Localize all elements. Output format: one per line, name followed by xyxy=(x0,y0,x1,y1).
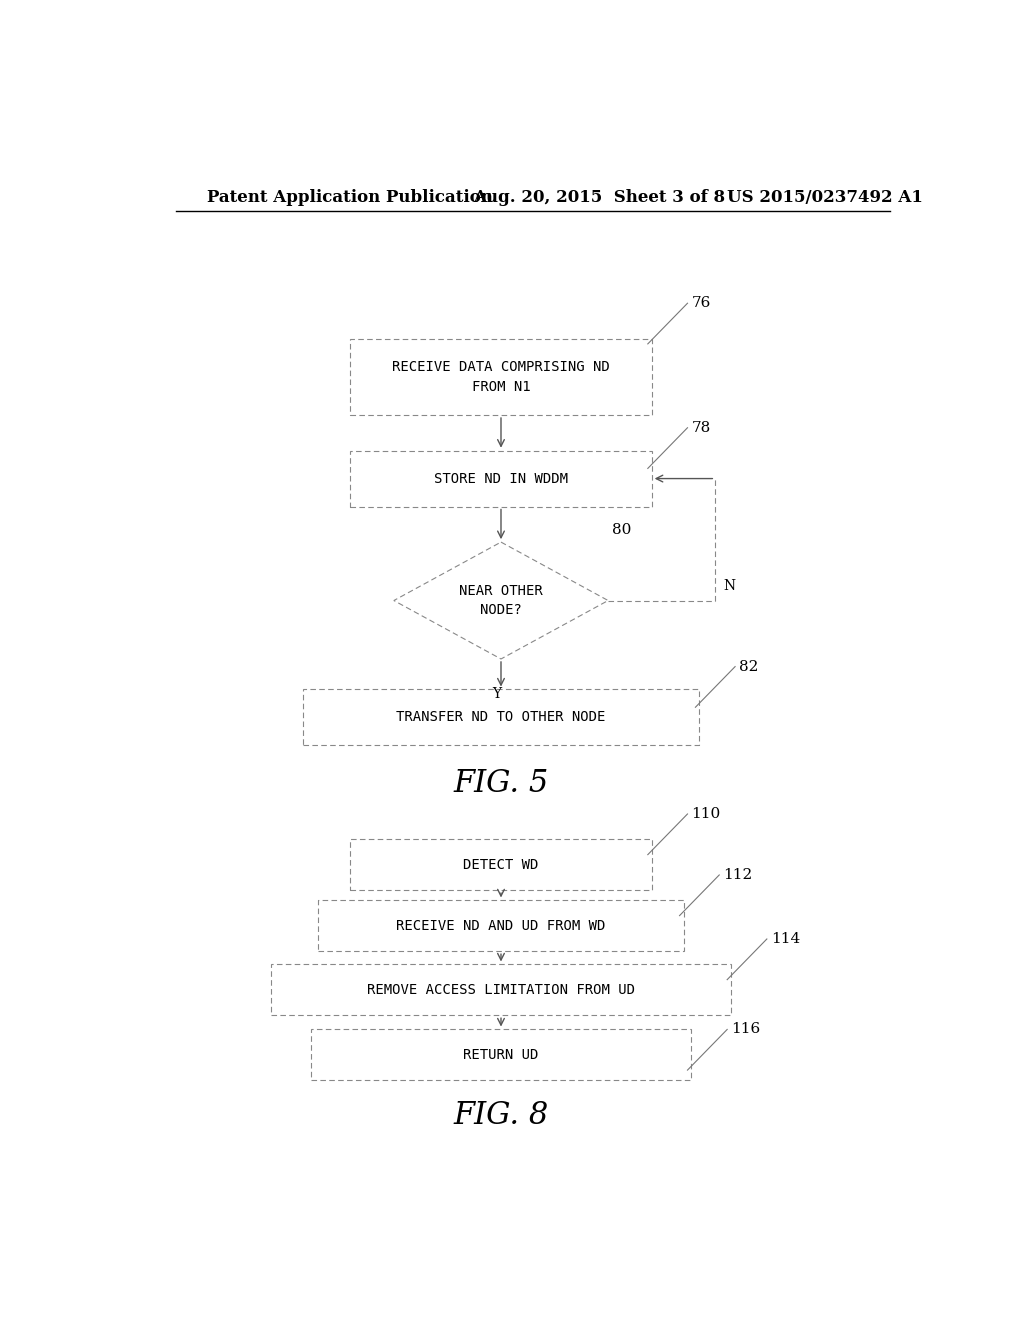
Text: TRANSFER ND TO OTHER NODE: TRANSFER ND TO OTHER NODE xyxy=(396,710,605,725)
Text: RETURN UD: RETURN UD xyxy=(463,1048,539,1061)
Text: 78: 78 xyxy=(691,421,711,434)
FancyBboxPatch shape xyxy=(310,1030,691,1080)
Text: 76: 76 xyxy=(691,296,711,310)
Text: FIG. 5: FIG. 5 xyxy=(454,768,549,799)
Text: Patent Application Publication: Patent Application Publication xyxy=(207,189,494,206)
Text: Y: Y xyxy=(493,688,502,701)
Text: N: N xyxy=(723,579,735,594)
Text: 114: 114 xyxy=(771,932,800,946)
Text: 80: 80 xyxy=(612,523,632,537)
Text: RECEIVE DATA COMPRISING ND
FROM N1: RECEIVE DATA COMPRISING ND FROM N1 xyxy=(392,360,610,393)
Polygon shape xyxy=(394,543,608,659)
Text: FIG. 8: FIG. 8 xyxy=(454,1101,549,1131)
Text: 110: 110 xyxy=(691,807,721,821)
FancyBboxPatch shape xyxy=(350,840,651,890)
Text: STORE ND IN WDDM: STORE ND IN WDDM xyxy=(434,471,568,486)
Text: 82: 82 xyxy=(739,660,759,673)
FancyBboxPatch shape xyxy=(318,900,684,952)
Text: RECEIVE ND AND UD FROM WD: RECEIVE ND AND UD FROM WD xyxy=(396,919,605,933)
Text: NEAR OTHER
NODE?: NEAR OTHER NODE? xyxy=(459,583,543,618)
Text: 112: 112 xyxy=(723,869,753,882)
FancyBboxPatch shape xyxy=(350,339,651,414)
Text: 116: 116 xyxy=(731,1023,761,1036)
Text: Aug. 20, 2015  Sheet 3 of 8: Aug. 20, 2015 Sheet 3 of 8 xyxy=(473,189,725,206)
FancyBboxPatch shape xyxy=(303,689,699,746)
Text: US 2015/0237492 A1: US 2015/0237492 A1 xyxy=(727,189,923,206)
Text: REMOVE ACCESS LIMITATION FROM UD: REMOVE ACCESS LIMITATION FROM UD xyxy=(367,983,635,997)
Text: DETECT WD: DETECT WD xyxy=(463,858,539,871)
FancyBboxPatch shape xyxy=(270,965,731,1015)
FancyBboxPatch shape xyxy=(350,450,651,507)
